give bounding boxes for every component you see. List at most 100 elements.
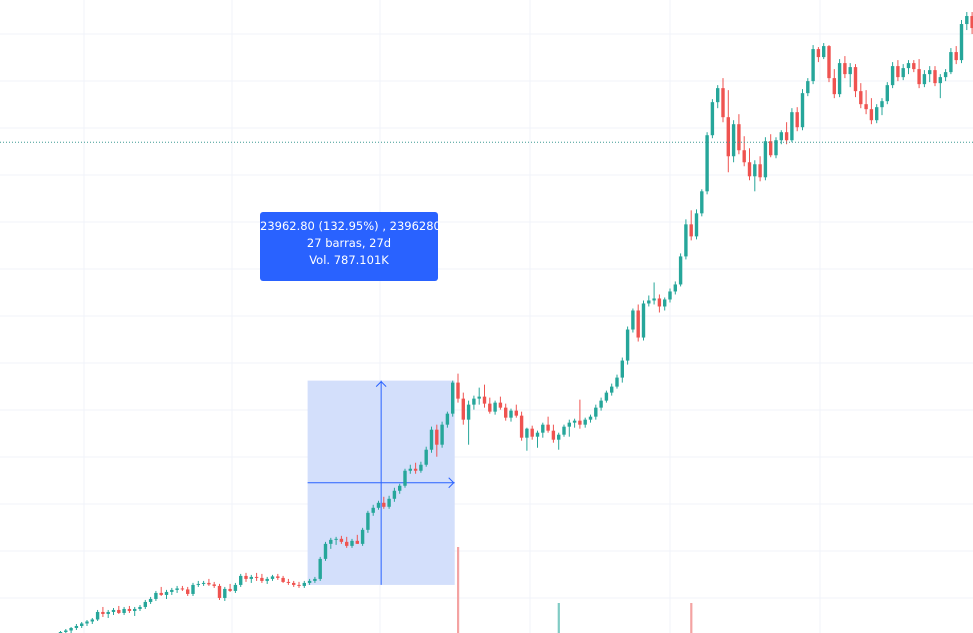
candle-body [233,584,238,591]
candle [286,578,291,585]
candle-body [588,416,593,420]
candle [318,556,322,581]
candle-body [928,70,932,75]
candle-body [392,490,397,499]
candle [244,572,248,582]
candle-body [504,407,508,418]
candle [350,538,354,548]
candle [599,397,603,411]
candle [148,596,153,604]
candle-body [111,609,116,612]
candle [737,114,741,155]
candle-body [196,583,200,585]
candle-body [890,66,895,86]
candle [95,609,100,621]
candle [387,495,391,509]
measure-volume-text: Vol. 787.101K [309,253,389,267]
candle-body [949,52,953,73]
candle-body [551,430,556,440]
candle [546,416,550,433]
candle [334,536,338,545]
candle [472,395,476,410]
candle-body [133,608,137,611]
candle [212,581,216,588]
candle-body [631,310,635,330]
candle-body [710,102,715,136]
candle [504,403,508,421]
candle-body [737,124,741,151]
candle-body [816,49,821,58]
candle [678,253,683,287]
candle-body [228,588,232,591]
candle [859,83,863,109]
candle [164,589,169,599]
candle-body [371,507,375,513]
candle-body [784,132,789,141]
candle-body [700,191,704,214]
candle-body [212,584,216,586]
candle [943,69,948,82]
candle [461,392,465,425]
candle-body [716,88,720,103]
candle [525,427,529,451]
candle [429,426,434,453]
candle-body [572,420,577,423]
candle-body [360,529,365,544]
candle [610,383,614,396]
candle [562,424,566,437]
candle-body [943,72,948,78]
candle [477,387,481,405]
arrow-up-icon [375,380,387,387]
candle-body [509,410,513,418]
candle-body [827,46,831,79]
candle-body [769,141,773,156]
measure-bars-text: 27 barras, 27d [306,236,392,250]
candle [647,295,651,307]
candle [822,43,826,60]
candle [965,12,969,31]
candle-body [265,578,269,581]
candlestick-series [58,12,973,633]
candle [716,85,720,109]
candle-body [906,63,911,69]
candle-body [954,52,958,61]
candle [265,576,269,584]
candle [445,411,450,428]
candle [541,422,545,438]
candle [949,48,953,75]
candle-body [387,498,391,507]
candle-body [763,141,768,178]
candle [837,59,842,98]
candle [779,130,783,145]
candle [307,578,312,585]
candle [58,630,63,633]
candle-body [620,360,624,378]
candle-body [912,63,916,70]
candle [339,535,344,544]
candle [864,90,868,115]
candle-body [276,576,280,578]
candle-body [355,540,359,544]
candle [689,210,693,241]
candle [154,590,158,601]
candle [896,60,900,82]
candle-body [435,429,439,445]
candle-body [843,63,847,75]
candle [700,189,704,217]
candle [201,580,206,586]
candle-body [970,16,973,29]
candle [186,586,190,596]
candle-body [514,410,518,416]
candle-body [286,581,291,583]
candle [69,626,73,633]
candle [133,606,137,616]
candle-body [64,630,68,632]
candle [567,419,571,437]
candle-body [154,592,158,599]
candle [509,408,513,422]
candle-body [74,625,79,628]
candle [170,587,174,595]
candle-body [541,424,545,433]
candle [488,397,492,414]
